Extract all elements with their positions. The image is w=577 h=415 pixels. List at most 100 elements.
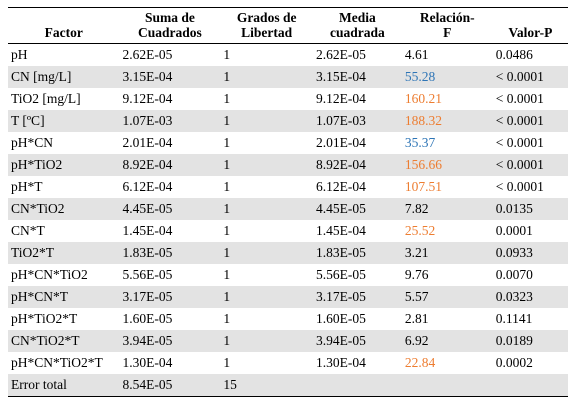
table-row: pH*CN*TiO2*T 1.30E-04 1 1.30E-04 22.84 0.0002 (8, 352, 568, 374)
anova-table: Factor Suma de Cuadrados Grados de Liberta… (8, 7, 568, 397)
cell-sum-of-squares: 3.94E-05 (119, 330, 221, 352)
cell-factor: T [ºC] (8, 110, 120, 132)
cell-degrees-of-freedom: 1 (220, 66, 313, 88)
header-f-ratio: Relación- F (401, 7, 493, 44)
cell-p-value: < 0.0001 (495, 179, 544, 194)
cell-mean-square: 1.45E-04 (315, 223, 366, 238)
cell-factor: CN [mg/L] (8, 66, 120, 88)
cell-sum-of-squares: 3.17E-05 (119, 286, 221, 308)
cell-sum-of-squares: 6.12E-04 (122, 179, 173, 194)
cell-degrees-of-freedom: 1 (223, 135, 231, 150)
cell-f-ratio: 188.32 (401, 110, 493, 132)
table-row: pH 2.62E-05 1 2.62E-05 4.61 0.0486 (8, 44, 568, 67)
cell-factor: pH*CN (11, 135, 54, 150)
cell-sum-of-squares: 4.45E-05 (119, 198, 221, 220)
table-header: Factor Suma de Cuadrados Grados de Liberta… (8, 7, 568, 44)
table-row: T [ºC] 1.07E-03 1 1.07E-03 188.32 < 0.0001 (8, 110, 568, 132)
cell-degrees-of-freedom: 1 (223, 91, 231, 106)
cell-f-ratio: 25.52 (404, 223, 436, 238)
cell-p-value: 0.0070 (495, 267, 533, 282)
cell-degrees-of-freedom: 15 (220, 374, 313, 397)
table-row: pH*CN*T 3.17E-05 1 3.17E-05 5.57 0.0323 (8, 286, 568, 308)
cell-mean-square: 1.60E-05 (315, 311, 366, 326)
cell-mean-square: 9.12E-04 (315, 91, 366, 106)
cell-p-value: 0.0189 (492, 330, 568, 352)
cell-mean-square: 3.15E-04 (312, 66, 402, 88)
cell-degrees-of-freedom: 1 (220, 286, 313, 308)
cell-p-value: 0.0486 (495, 47, 533, 62)
cell-mean-square: 1.83E-05 (312, 242, 402, 264)
cell-f-ratio: 156.66 (401, 154, 493, 176)
cell-mean-square: 8.92E-04 (312, 154, 402, 176)
table-body: pH 2.62E-05 1 2.62E-05 4.61 0.0486 CN [mg/L] 3.… (8, 44, 568, 397)
table-row: pH*T 6.12E-04 1 6.12E-04 107.51 < 0.0001 (8, 176, 568, 198)
cell-degrees-of-freedom: 1 (223, 311, 231, 326)
cell-degrees-of-freedom: 1 (223, 267, 231, 282)
cell-degrees-of-freedom: 1 (223, 47, 231, 62)
cell-mean-square: 1.30E-04 (315, 355, 366, 370)
cell-degrees-of-freedom: 1 (223, 355, 231, 370)
table-row: TiO2 [mg/L] 9.12E-04 1 9.12E-04 160.21 < 0.00… (8, 88, 568, 110)
cell-degrees-of-freedom: 1 (220, 198, 313, 220)
header-p-value: Valor-P (492, 7, 568, 44)
table-row: CN [mg/L] 3.15E-04 1 3.15E-04 55.28 < 0.0001 (8, 66, 568, 88)
table-row: CN*TiO2 4.45E-05 1 4.45E-05 7.82 0.0135 (8, 198, 568, 220)
cell-mean-square: 2.62E-05 (315, 47, 366, 62)
cell-p-value: 0.0135 (492, 198, 568, 220)
table-row: pH*TiO2 8.92E-04 1 8.92E-04 156.66 < 0.0001 (8, 154, 568, 176)
cell-factor: TiO2*T (8, 242, 120, 264)
cell-degrees-of-freedom: 1 (220, 330, 313, 352)
header-degrees-of-freedom: Grados de Libertad (220, 7, 313, 44)
cell-p-value: 0.1141 (495, 311, 533, 326)
cell-p-value: < 0.0001 (492, 110, 568, 132)
cell-sum-of-squares: 1.30E-04 (122, 355, 173, 370)
table-row: CN*T 1.45E-04 1 1.45E-04 25.52 0.0001 (8, 220, 568, 242)
cell-factor: pH*CN*TiO2*T (11, 355, 103, 370)
cell-sum-of-squares: 8.54E-05 (119, 374, 221, 397)
cell-sum-of-squares: 5.56E-05 (122, 267, 173, 282)
cell-f-ratio: 22.84 (404, 355, 436, 370)
cell-f-ratio: 4.61 (404, 47, 429, 62)
cell-mean-square: 3.17E-05 (312, 286, 402, 308)
cell-f-ratio: 3.21 (401, 242, 493, 264)
table-row: pH*CN 2.01E-04 1 2.01E-04 35.37 < 0.0001 (8, 132, 568, 154)
cell-factor: Error total (8, 374, 120, 397)
cell-factor: pH*T (11, 179, 43, 194)
cell-degrees-of-freedom: 1 (220, 154, 313, 176)
cell-sum-of-squares: 1.83E-05 (119, 242, 221, 264)
cell-sum-of-squares: 2.01E-04 (122, 135, 173, 150)
cell-p-value: 0.0933 (492, 242, 568, 264)
cell-f-ratio: 2.81 (404, 311, 429, 326)
cell-mean-square: 5.56E-05 (315, 267, 366, 282)
cell-p-value: < 0.0001 (495, 135, 544, 150)
cell-p-value (492, 374, 568, 397)
cell-mean-square: 1.07E-03 (312, 110, 402, 132)
table-row: Error total 8.54E-05 15 (8, 374, 568, 397)
cell-p-value: < 0.0001 (495, 91, 544, 106)
header-factor: Factor (8, 7, 120, 44)
cell-sum-of-squares: 1.07E-03 (119, 110, 221, 132)
cell-sum-of-squares: 2.62E-05 (122, 47, 173, 62)
table-row: pH*TiO2*T 1.60E-05 1 1.60E-05 2.81 0.1141 (8, 308, 568, 330)
cell-p-value: < 0.0001 (492, 66, 568, 88)
cell-f-ratio: 160.21 (404, 91, 442, 106)
cell-degrees-of-freedom: 1 (220, 110, 313, 132)
cell-f-ratio: 7.82 (401, 198, 493, 220)
cell-p-value: 0.0002 (495, 355, 533, 370)
table-row: CN*TiO2*T 3.94E-05 1 3.94E-05 6.92 0.0189 (8, 330, 568, 352)
cell-factor: TiO2 [mg/L] (11, 91, 81, 106)
cell-f-ratio (401, 374, 493, 397)
cell-factor: CN*TiO2 (8, 198, 120, 220)
cell-factor: CN*TiO2*T (8, 330, 120, 352)
cell-f-ratio: 35.37 (404, 135, 436, 150)
cell-factor: CN*T (11, 223, 45, 238)
cell-sum-of-squares: 1.60E-05 (122, 311, 173, 326)
cell-factor: pH*TiO2 (8, 154, 120, 176)
cell-mean-square: 4.45E-05 (312, 198, 402, 220)
cell-f-ratio: 55.28 (401, 66, 493, 88)
cell-degrees-of-freedom: 1 (223, 179, 231, 194)
header-mean-square: Media cuadrada (312, 7, 402, 44)
header-sum-of-squares: Suma de Cuadrados (119, 7, 221, 44)
cell-factor: pH*TiO2*T (11, 311, 78, 326)
cell-sum-of-squares: 1.45E-04 (122, 223, 173, 238)
